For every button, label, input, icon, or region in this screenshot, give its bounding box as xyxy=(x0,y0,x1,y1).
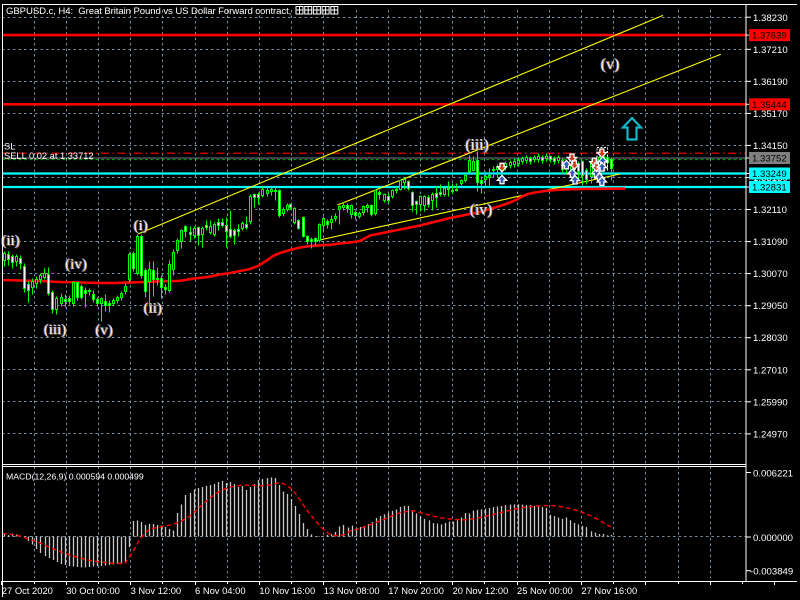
svg-text:(v): (v) xyxy=(600,56,619,73)
svg-text:(iii): (iii) xyxy=(466,137,489,154)
svg-text:GBPUSD.c, H4: Great Britain P: GBPUSD.c, H4: Great Britain Pound vs US … xyxy=(6,6,291,17)
svg-text:(ii): (ii) xyxy=(2,233,20,249)
svg-text:(ii): (ii) xyxy=(0,233,18,249)
svg-text:0.006221: 0.006221 xyxy=(753,469,793,480)
svg-text:0.000000: 0.000000 xyxy=(753,533,793,544)
svg-text:SELL 0.02 at 1.33712: SELL 0.02 at 1.33712 xyxy=(4,151,94,161)
svg-text:(i): (i) xyxy=(135,218,149,234)
svg-text:27 Nov 16:00: 27 Nov 16:00 xyxy=(581,585,637,596)
svg-text:(iv): (iv) xyxy=(64,257,86,273)
svg-text:-0.003849: -0.003849 xyxy=(750,567,793,578)
svg-text:20 Nov 12:00: 20 Nov 12:00 xyxy=(453,585,509,596)
svg-text:(iv): (iv) xyxy=(65,257,87,273)
svg-text:25 Nov 00:00: 25 Nov 00:00 xyxy=(517,585,573,596)
svg-text:1.25990: 1.25990 xyxy=(753,397,788,408)
svg-text:10 Nov 16:00: 10 Nov 16:00 xyxy=(259,585,315,596)
svg-text:(ii): (ii) xyxy=(143,301,161,317)
svg-text:1.36190: 1.36190 xyxy=(753,77,788,88)
svg-text:(v): (v) xyxy=(601,56,620,73)
svg-text:(iii): (iii) xyxy=(44,322,67,338)
svg-text:1.32831: 1.32831 xyxy=(752,183,787,194)
svg-text:(i): (i) xyxy=(134,218,148,234)
svg-text:(iii): (iii) xyxy=(464,137,487,154)
svg-text:(v): (v) xyxy=(96,323,114,339)
svg-text:SL: SL xyxy=(4,142,15,152)
svg-text:(iv): (iv) xyxy=(469,202,491,219)
svg-text:(ii): (ii) xyxy=(144,301,162,317)
svg-text:1.28030: 1.28030 xyxy=(753,333,788,344)
svg-text:1.34150: 1.34150 xyxy=(753,141,788,152)
svg-text:1.31090: 1.31090 xyxy=(753,237,788,248)
svg-text:(iii): (iii) xyxy=(43,322,66,338)
svg-text:(ii): (ii) xyxy=(1,233,19,249)
svg-text:1.38230: 1.38230 xyxy=(753,13,788,24)
svg-text:1.30070: 1.30070 xyxy=(753,269,788,280)
svg-text:1.37639: 1.37639 xyxy=(752,31,787,42)
svg-text:13 Nov 08:00: 13 Nov 08:00 xyxy=(324,585,380,596)
svg-text:(iv): (iv) xyxy=(470,202,492,219)
svg-text:1.35170: 1.35170 xyxy=(753,109,788,120)
svg-text:1.32110: 1.32110 xyxy=(753,205,787,216)
svg-text:1.33752: 1.33752 xyxy=(752,154,787,165)
svg-text:3 Nov 12:00: 3 Nov 12:00 xyxy=(131,585,182,596)
svg-text:27 Oct 2020: 27 Oct 2020 xyxy=(2,585,53,596)
svg-text:1.24970: 1.24970 xyxy=(753,429,788,440)
svg-text:1.35444: 1.35444 xyxy=(752,100,787,111)
svg-text:17 Nov 20:00: 17 Nov 20:00 xyxy=(388,585,444,596)
svg-text:(v): (v) xyxy=(602,56,621,73)
svg-text:(v): (v) xyxy=(95,323,113,339)
svg-text:MACD(12,26,9) 0.000594 0.00049: MACD(12,26,9) 0.000594 0.000499 xyxy=(6,472,144,482)
svg-text:(iv): (iv) xyxy=(66,257,88,273)
svg-text:(iii): (iii) xyxy=(465,137,488,154)
svg-text:1.33249: 1.33249 xyxy=(752,169,787,180)
svg-text:(ii): (ii) xyxy=(144,301,162,317)
svg-text:30 Oct 00:00: 30 Oct 00:00 xyxy=(66,585,120,596)
svg-text:(iii): (iii) xyxy=(45,322,68,338)
svg-text:(iv): (iv) xyxy=(471,202,493,219)
svg-text:6 Nov 04:00: 6 Nov 04:00 xyxy=(195,585,246,596)
svg-text:1.29050: 1.29050 xyxy=(753,301,788,312)
svg-text:1.37210: 1.37210 xyxy=(753,45,788,56)
svg-text:(v): (v) xyxy=(94,323,112,339)
svg-text:(i): (i) xyxy=(133,218,147,234)
svg-text:1.27010: 1.27010 xyxy=(753,365,788,376)
